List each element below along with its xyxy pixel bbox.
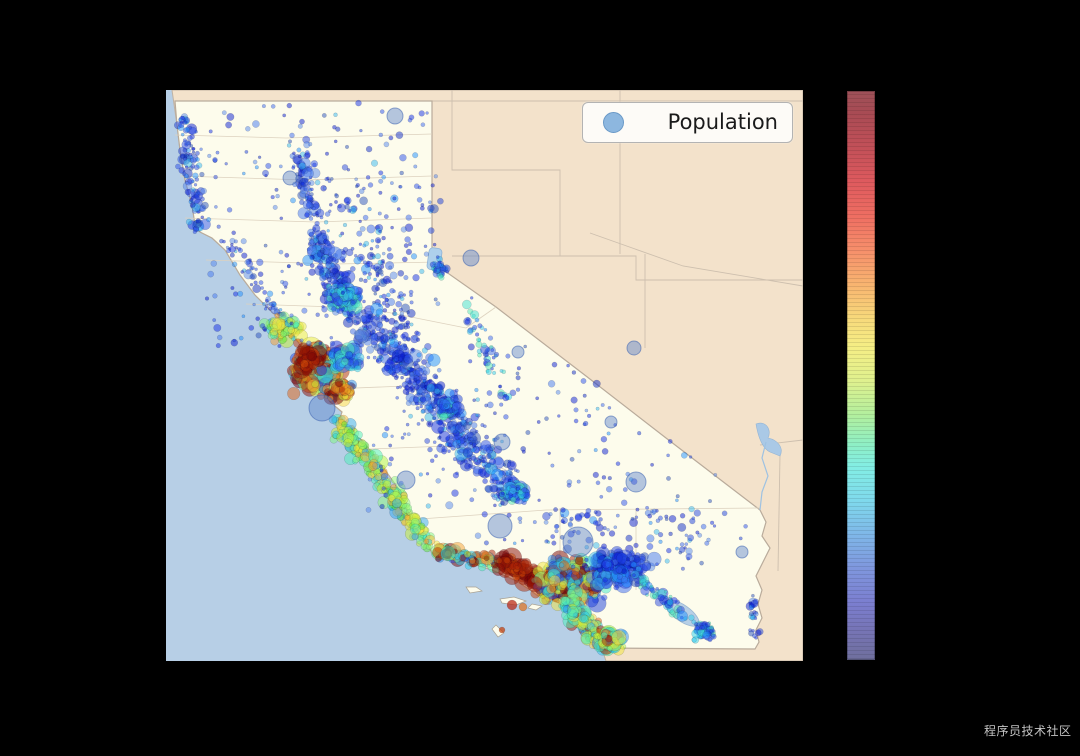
scatter-dots-layer bbox=[173, 99, 764, 657]
lake-mead bbox=[755, 422, 782, 457]
colorbar bbox=[847, 91, 875, 660]
california-map-svg bbox=[166, 90, 803, 661]
legend-marker-icon bbox=[603, 112, 624, 133]
california-map-plot: Population bbox=[166, 90, 803, 661]
legend-label: Population bbox=[667, 110, 778, 134]
colorado-river-line bbox=[759, 441, 769, 511]
colorbar-striations bbox=[847, 91, 875, 660]
watermark-text: 程序员技术社区 bbox=[984, 724, 1072, 738]
legend: Population bbox=[582, 102, 793, 143]
